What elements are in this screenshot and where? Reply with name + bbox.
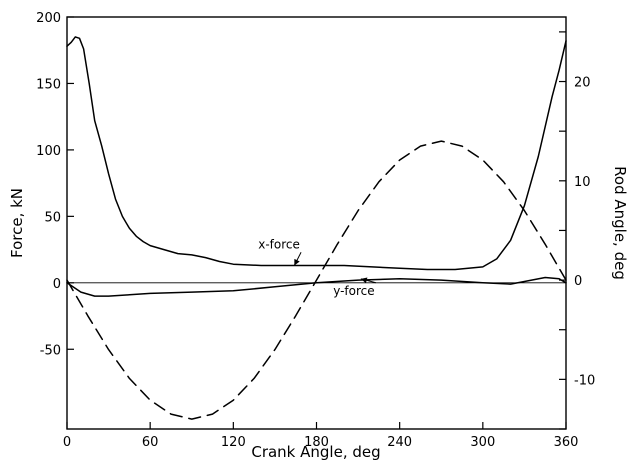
- y-right-tick-label: 0: [574, 274, 582, 289]
- x-tick-label: 60: [142, 435, 159, 450]
- tick-marks: [66, 16, 567, 430]
- left-axis-title: Force, kN: [8, 188, 26, 258]
- x-tick-label: 360: [554, 435, 579, 450]
- right-axis-title: Rod Angle, deg: [611, 166, 627, 280]
- annotations: x-force y-force: [258, 237, 377, 298]
- x-tick-label: 0: [63, 435, 71, 450]
- annotation-arrowhead: [360, 277, 368, 284]
- series-rod-angle: [66, 140, 567, 420]
- x-tick-label: 300: [470, 435, 495, 450]
- series-annotation-label: y-force: [333, 284, 374, 298]
- x-tick-label: 180: [304, 435, 329, 450]
- y-right-tick-label: 20: [574, 76, 591, 91]
- y-left-tick-label: 100: [36, 144, 61, 159]
- y-left-tick-label: 0: [53, 277, 61, 292]
- series-x-force: [66, 36, 567, 271]
- tick-labels: 0 60 120 180 240 300 360 -50 0 50 100 150 200 -10 0 10 2…: [36, 11, 595, 450]
- plot-frame: [66, 16, 567, 430]
- y-left-tick-label: 150: [36, 77, 61, 92]
- y-right-tick-label: -10: [574, 373, 595, 388]
- y-left-tick-label: 200: [36, 11, 61, 26]
- series-annotation-label: x-force: [258, 237, 300, 251]
- series-lines: [66, 36, 567, 420]
- x-tick-label: 120: [221, 435, 246, 450]
- y-right-tick-label: 10: [574, 175, 591, 190]
- x-axis-title: Crank Angle, deg: [251, 443, 380, 461]
- x-tick-label: 240: [387, 435, 412, 450]
- y-left-tick-label: -50: [40, 343, 61, 358]
- series-y-force: [66, 276, 567, 297]
- y-left-tick-label: 50: [44, 210, 61, 225]
- annotation-arrowhead: [294, 258, 300, 266]
